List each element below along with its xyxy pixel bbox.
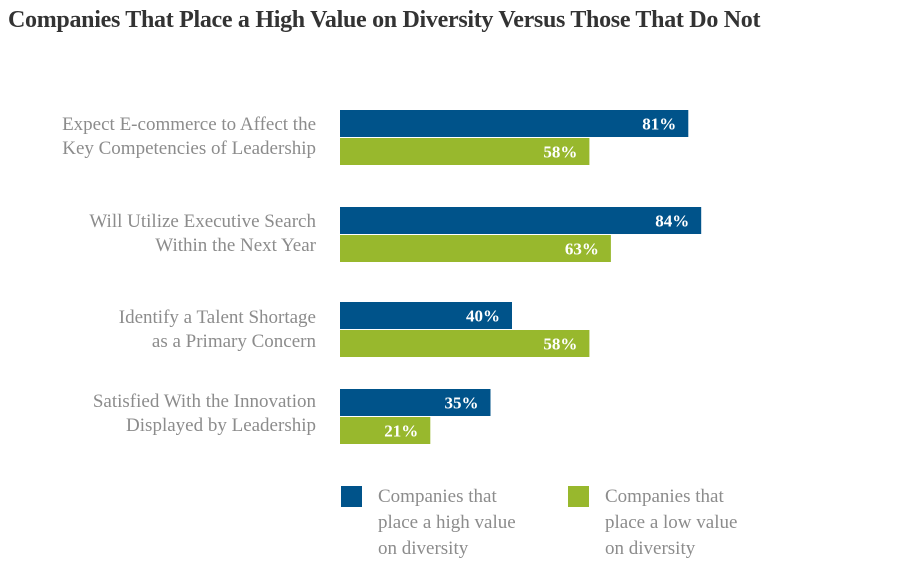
data-label: 81% bbox=[642, 115, 676, 134]
legend-swatch-high bbox=[341, 486, 362, 507]
category-label: Identify a Talent Shortage as a Primary … bbox=[118, 307, 316, 352]
bar-high-value bbox=[340, 207, 702, 234]
bar-low-value bbox=[340, 138, 590, 165]
data-label: 58% bbox=[543, 143, 577, 162]
bar-low-value bbox=[340, 417, 431, 444]
legend-swatch-low bbox=[568, 486, 589, 507]
legend-label-low: Companies that place a low value on dive… bbox=[605, 486, 738, 559]
bar-low-value bbox=[340, 330, 590, 357]
bar-low-value bbox=[340, 235, 611, 262]
category-label: Will Utilize Executive Search Within the… bbox=[89, 211, 316, 256]
data-label: 63% bbox=[565, 240, 599, 259]
data-label: 58% bbox=[543, 335, 577, 354]
bar-high-value bbox=[340, 302, 512, 329]
category-label: Expect E-commerce to Affect the Key Comp… bbox=[62, 114, 316, 159]
legend-label-high: Companies that place a high value on div… bbox=[378, 486, 516, 559]
data-label: 40% bbox=[466, 307, 500, 326]
data-label: 35% bbox=[445, 394, 479, 413]
bar-high-value bbox=[340, 389, 491, 416]
data-label: 21% bbox=[384, 422, 418, 441]
bar-high-value bbox=[340, 110, 689, 137]
data-label: 84% bbox=[655, 212, 689, 231]
category-label: Satisfied With the Innovation Displayed … bbox=[92, 391, 316, 436]
chart-title: Companies That Place a High Value on Div… bbox=[8, 7, 761, 33]
